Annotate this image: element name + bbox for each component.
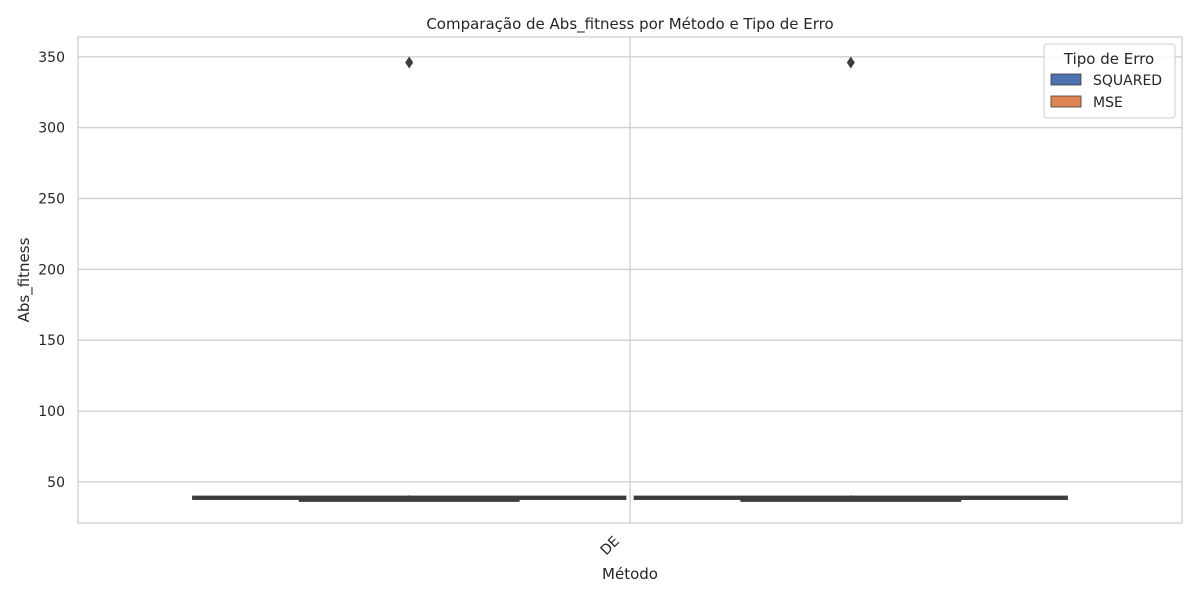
y-tick-label: 50 <box>47 475 65 491</box>
y-tick-label: 150 <box>38 333 65 349</box>
x-tick-labels: DE <box>598 534 623 559</box>
outlier-point <box>405 56 414 69</box>
legend: Tipo de Erro SQUARED MSE <box>1043 43 1176 119</box>
y-tick-labels: 50 100 150 200 250 300 350 <box>38 50 65 491</box>
plot-frame <box>77 36 1183 524</box>
legend-title: Tipo de Erro <box>1063 50 1154 68</box>
outlier-point <box>846 56 855 69</box>
x-axis-label: Método <box>602 565 658 583</box>
legend-items: SQUARED MSE <box>1050 73 1162 111</box>
legend-swatch <box>1050 73 1082 86</box>
chart-title: Comparação de Abs_fitness por Método e T… <box>426 15 833 34</box>
y-tick-label: 100 <box>38 404 65 420</box>
y-tick-label: 350 <box>38 50 65 66</box>
legend-swatch <box>1050 95 1082 108</box>
legend-label: MSE <box>1093 95 1123 111</box>
y-tick-label: 200 <box>38 262 65 278</box>
y-axis-label: Abs_fitness <box>15 237 34 322</box>
grid <box>78 37 1182 523</box>
y-tick-label: 300 <box>38 121 65 137</box>
legend-label: SQUARED <box>1093 73 1162 89</box>
box-marks <box>192 56 1068 502</box>
x-tick-label: DE <box>598 534 623 559</box>
y-tick-label: 250 <box>38 192 65 208</box>
